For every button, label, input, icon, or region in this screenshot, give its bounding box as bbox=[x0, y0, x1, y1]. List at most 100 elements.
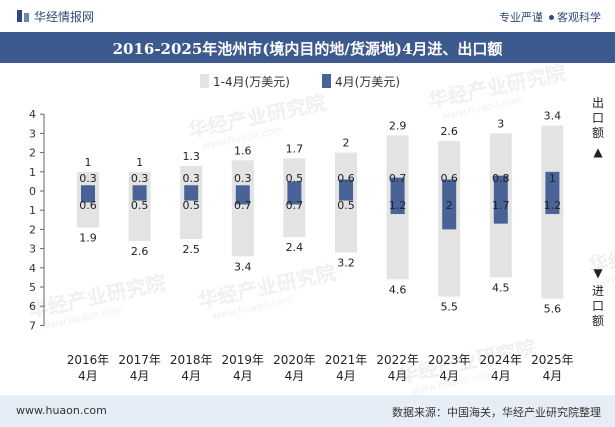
watermarks: 华经产业研究院www.huaon.com华经产业研究院www.huaon.com… bbox=[26, 63, 615, 395]
label-month-import: 0.5 bbox=[131, 199, 149, 212]
bar-ytd-export bbox=[180, 166, 203, 191]
label-ytd-import: 5.5 bbox=[440, 301, 458, 314]
bar-ytd-import bbox=[335, 191, 357, 253]
footer-url: www.huaon.com bbox=[16, 404, 107, 417]
chart-area: 华经产业研究院www.huaon.com华经产业研究院www.huaon.com… bbox=[26, 63, 615, 395]
label-month-export: 0.3 bbox=[182, 172, 200, 185]
label-ytd-export: 2 bbox=[343, 137, 350, 150]
label-month-export: 0.6 bbox=[440, 172, 458, 185]
label-ytd-import: 4.6 bbox=[389, 283, 407, 296]
x-tick-label-year: 2018年 bbox=[170, 353, 213, 367]
label-month-import: 0.5 bbox=[337, 199, 355, 212]
x-tick-label-year: 2020年 bbox=[273, 353, 316, 367]
label-month-export: 0.3 bbox=[131, 172, 149, 185]
y-tick-label: 0 bbox=[29, 185, 36, 198]
bar-month-import bbox=[81, 191, 95, 203]
footer-source: 数据来源：中国海关，华经产业研究院整理 bbox=[392, 406, 601, 419]
bar-month-export bbox=[339, 179, 353, 191]
bar-month-import bbox=[493, 191, 508, 224]
title-bar: 2016-2025年池州市(境内目的地/货源地)4月进、出口额 bbox=[0, 32, 615, 63]
label-ytd-export: 1 bbox=[136, 156, 143, 169]
lower-side-char: 进 bbox=[592, 284, 604, 298]
label-ytd-import: 4.5 bbox=[492, 281, 510, 294]
brand-logo-icon bbox=[17, 10, 29, 22]
bar-month-import bbox=[132, 191, 147, 201]
bar-month-import bbox=[184, 191, 199, 201]
brand-name: 华经情报网 bbox=[34, 10, 95, 24]
label-ytd-import: 3.4 bbox=[234, 260, 252, 273]
data-labels: 1 1.9 0.3 0.6 1 2.6 0.3 0.5 1.3 2.5 0.3 0.5 1.6 3.4 0.… bbox=[79, 110, 561, 316]
bar-month-export bbox=[287, 181, 302, 191]
label-ytd-export: 3.4 bbox=[544, 110, 562, 123]
label-ytd-export: 1.6 bbox=[234, 144, 252, 157]
y-tick-label: 2 bbox=[29, 147, 36, 160]
dot-icon bbox=[549, 15, 554, 20]
bar-month-import bbox=[287, 191, 302, 205]
label-ytd-import: 2.6 bbox=[131, 245, 149, 258]
chart-title: 2016-2025年池州市(境内目的地/货源地)4月进、出口额 bbox=[112, 40, 503, 58]
y-tick-label: 1 bbox=[29, 166, 36, 179]
y-tick-label: 6 bbox=[29, 300, 36, 313]
y-tick-label: 2 bbox=[29, 223, 36, 236]
bar-month-import bbox=[442, 191, 457, 230]
tagline: 专业严谨 客观科学 bbox=[499, 9, 601, 25]
up-arrow-icon: ▲ bbox=[593, 145, 603, 159]
x-tick-label-month: 4月 bbox=[336, 369, 356, 383]
label-month-import: 1.2 bbox=[389, 199, 407, 212]
upper-side-char: 口 bbox=[592, 111, 604, 125]
x-tick-label-month: 4月 bbox=[130, 369, 150, 383]
upper-side-char: 出 bbox=[592, 96, 604, 110]
x-tick-label-year: 2021年 bbox=[325, 353, 368, 367]
x-axis: 2016年 4月 2017年 4月 2018年 4月 2019年 4月 2020年 4月 2021年… bbox=[67, 353, 574, 383]
x-tick-label-year: 2017年 bbox=[118, 353, 161, 367]
top-bar: 华经情报网 专业严谨 客观科学 bbox=[0, 0, 615, 32]
x-tick-label-month: 4月 bbox=[285, 369, 305, 383]
label-ytd-import: 3.2 bbox=[337, 256, 355, 269]
bar-month-export bbox=[81, 185, 95, 191]
label-month-export: 0.6 bbox=[337, 172, 355, 185]
bars bbox=[77, 125, 564, 299]
bar-ytd-import bbox=[128, 191, 151, 241]
x-tick-label-month: 4月 bbox=[439, 369, 459, 383]
label-ytd-export: 3 bbox=[497, 117, 504, 130]
x-tick-label-month: 4月 bbox=[543, 369, 563, 383]
bar-ytd-import bbox=[180, 191, 203, 239]
bar-month-import bbox=[545, 191, 560, 215]
bar-ytd-export bbox=[231, 160, 254, 191]
y-tick-label: 1 bbox=[29, 204, 36, 217]
x-tick-label-month: 4月 bbox=[181, 369, 201, 383]
legend-swatch-ytd bbox=[200, 74, 209, 88]
bar-month-import bbox=[339, 191, 353, 201]
x-tick-label-year: 2023年 bbox=[428, 353, 471, 367]
bar-month-export bbox=[184, 185, 199, 191]
bar-ytd-import bbox=[541, 191, 564, 299]
label-ytd-import: 2.4 bbox=[286, 241, 304, 254]
label-month-import: 0.5 bbox=[182, 199, 200, 212]
label-month-import: 2 bbox=[446, 199, 453, 212]
label-ytd-import: 1.9 bbox=[79, 231, 97, 244]
footer: www.huaon.com 数据来源：中国海关，华经产业研究院整理 bbox=[0, 395, 615, 427]
side-labels: 出口额▲▼进口额 bbox=[592, 96, 604, 328]
bar-month-import bbox=[235, 191, 250, 205]
tagline-right: 客观科学 bbox=[557, 11, 601, 24]
upper-side-char: 额 bbox=[592, 126, 604, 140]
bar-month-export bbox=[390, 177, 405, 191]
legend: 1-4月(万美元) 4月(万美元) bbox=[200, 74, 400, 89]
x-tick-label-year: 2016年 bbox=[67, 353, 110, 367]
x-tick-label-year: 2022年 bbox=[376, 353, 419, 367]
y-tick-label: 5 bbox=[29, 281, 36, 294]
label-month-import: 1.2 bbox=[544, 199, 562, 212]
label-ytd-import: 2.5 bbox=[182, 243, 200, 256]
bar-month-export bbox=[493, 175, 508, 191]
label-ytd-export: 1.7 bbox=[286, 142, 304, 155]
y-axis: 4 3 2 1 0 1 2 3 4 5 6 7 bbox=[29, 108, 45, 332]
x-tick-label-month: 4月 bbox=[491, 369, 511, 383]
label-month-export: 0.5 bbox=[286, 172, 304, 185]
y-tick-label: 4 bbox=[29, 108, 36, 121]
label-month-export: 0.3 bbox=[234, 172, 252, 185]
bar-ytd-export bbox=[438, 141, 461, 191]
x-tick-label-month: 4月 bbox=[233, 369, 253, 383]
label-ytd-export: 2.9 bbox=[389, 119, 407, 132]
y-tick-label: 3 bbox=[29, 127, 36, 140]
bar-ytd-import bbox=[231, 191, 254, 257]
